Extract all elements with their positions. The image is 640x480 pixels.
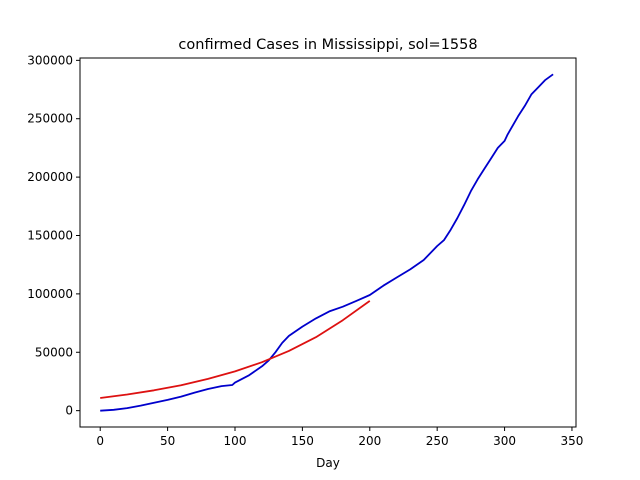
y-tick-label-1: 50000	[35, 345, 73, 359]
series-layer	[100, 73, 554, 412]
series-line-1	[100, 300, 371, 399]
y-axis: 0 50000 100000 150000 200000 250000 300000	[27, 53, 80, 418]
y-tick-label-3: 150000	[27, 228, 73, 242]
y-tick-label-4: 200000	[27, 170, 73, 184]
chart-title: confirmed Cases in Mississippi, sol=1558	[178, 37, 477, 53]
plot-frame	[79, 57, 577, 428]
x-tick-label-1: 50	[160, 434, 175, 448]
x-axis: 0 50 100 150 200 250 300 350	[96, 427, 583, 448]
x-tick-label-3: 150	[291, 434, 314, 448]
x-tick-label-6: 300	[493, 434, 516, 448]
y-tick-label-0: 0	[65, 404, 73, 418]
x-axis-label: Day	[316, 456, 340, 470]
series-line-0	[100, 73, 554, 412]
x-tick-label-0: 0	[96, 434, 104, 448]
y-tick-label-6: 300000	[27, 53, 73, 67]
y-tick-label-5: 250000	[27, 112, 73, 126]
x-tick-label-2: 100	[224, 434, 247, 448]
x-tick-label-7: 350	[561, 434, 584, 448]
y-tick-label-2: 100000	[27, 287, 73, 301]
x-tick-label-5: 250	[426, 434, 449, 448]
x-tick-label-4: 200	[358, 434, 381, 448]
